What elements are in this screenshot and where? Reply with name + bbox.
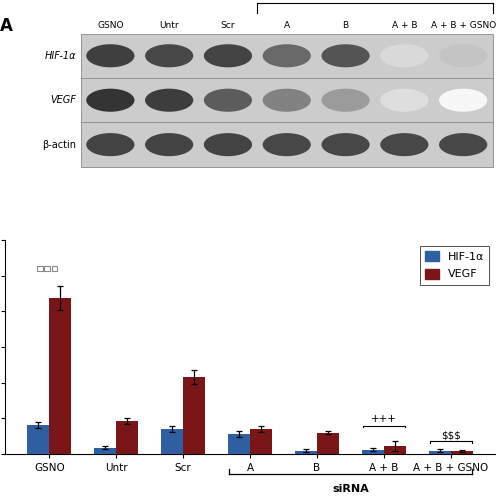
Legend: HIF-1α, VEGF: HIF-1α, VEGF [420,246,490,285]
Bar [44,265,50,271]
Ellipse shape [380,89,428,112]
Ellipse shape [204,89,252,112]
Text: β-actin: β-actin [42,140,76,150]
Text: Scr: Scr [220,21,235,30]
Bar [362,450,384,454]
Ellipse shape [86,44,134,67]
Text: +++: +++ [371,415,396,425]
Text: A: A [0,16,13,34]
Text: A + B: A + B [392,21,417,30]
Bar [116,421,138,454]
Bar [183,377,205,454]
Ellipse shape [145,44,194,67]
Ellipse shape [145,89,194,112]
Text: B: B [342,21,348,30]
Text: Untr: Untr [160,21,179,30]
Bar [450,451,472,454]
Ellipse shape [86,133,134,156]
Ellipse shape [204,44,252,67]
Bar [52,265,58,271]
Bar [37,265,43,271]
Text: A: A [284,21,290,30]
Ellipse shape [380,44,428,67]
Bar [50,298,72,454]
Ellipse shape [322,89,370,112]
Ellipse shape [262,89,311,112]
Bar [428,451,450,454]
Bar [161,429,183,454]
Ellipse shape [439,89,488,112]
Text: HIF-1α: HIF-1α [44,51,76,61]
Text: siRNA: siRNA [332,484,368,494]
Text: A + B + GSNO: A + B + GSNO [430,21,496,30]
Ellipse shape [262,133,311,156]
Ellipse shape [145,133,194,156]
Bar [384,446,406,454]
Ellipse shape [380,133,428,156]
Ellipse shape [204,133,252,156]
Bar [94,448,116,454]
Ellipse shape [262,44,311,67]
Ellipse shape [439,133,488,156]
Bar [295,451,317,454]
Text: VEGF: VEGF [50,95,76,105]
Ellipse shape [439,44,488,67]
Bar [317,433,339,454]
Text: GSNO: GSNO [97,21,124,30]
Bar [28,425,50,454]
Bar [250,429,272,454]
Ellipse shape [322,133,370,156]
Ellipse shape [86,89,134,112]
Bar [228,434,250,454]
Text: $$$: $$$ [440,430,460,440]
Bar [81,33,492,167]
Ellipse shape [322,44,370,67]
